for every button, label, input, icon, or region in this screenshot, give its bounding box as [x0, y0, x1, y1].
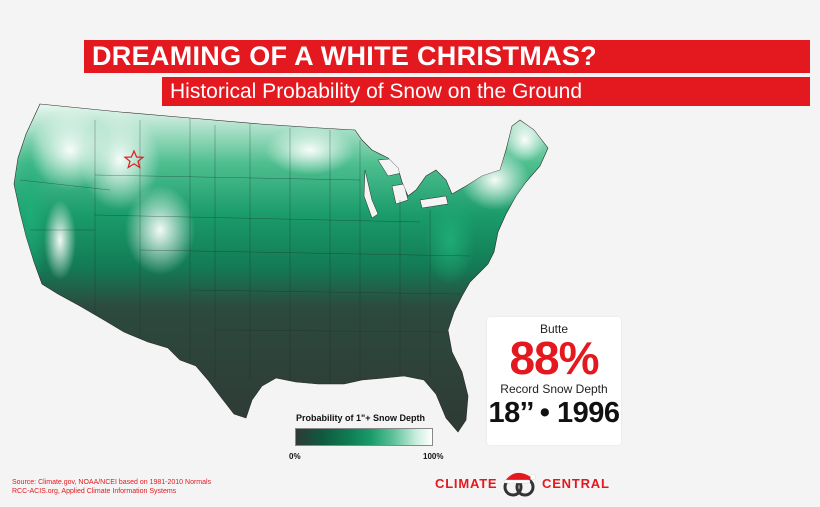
source-line-2: RCC-ACIS.org, Applied Climate Informatio…: [12, 488, 177, 495]
legend-title: Probability of 1"+ Snow Depth: [296, 413, 426, 423]
legend-color-scale: [295, 428, 433, 446]
legend-min-label: 0%: [289, 452, 301, 461]
brand-right-text: CENTRAL: [542, 476, 610, 491]
page-title: DREAMING OF A WHITE CHRISTMAS?: [84, 40, 810, 73]
climate-central-logo: CLIMATE CENTRAL: [435, 471, 615, 497]
santa-hat-logo-icon: [503, 472, 536, 497]
info-probability: 88%: [509, 332, 599, 384]
legend-max-label: 100%: [423, 452, 444, 461]
page-subtitle: Historical Probability of Snow on the Gr…: [162, 77, 810, 106]
source-line-1: Source: Climate.gov, NOAA/NCEI based on …: [12, 479, 212, 486]
info-city-name: Butte: [539, 322, 569, 336]
brand-left-text: CLIMATE: [435, 476, 498, 491]
city-info-card: Butte 88% Record Snow Depth 18’’ • 1996: [487, 317, 621, 445]
info-record-label: Record Snow Depth: [500, 382, 608, 396]
info-record-value: 18’’ • 1996: [488, 397, 620, 429]
star-icon: [123, 149, 145, 169]
